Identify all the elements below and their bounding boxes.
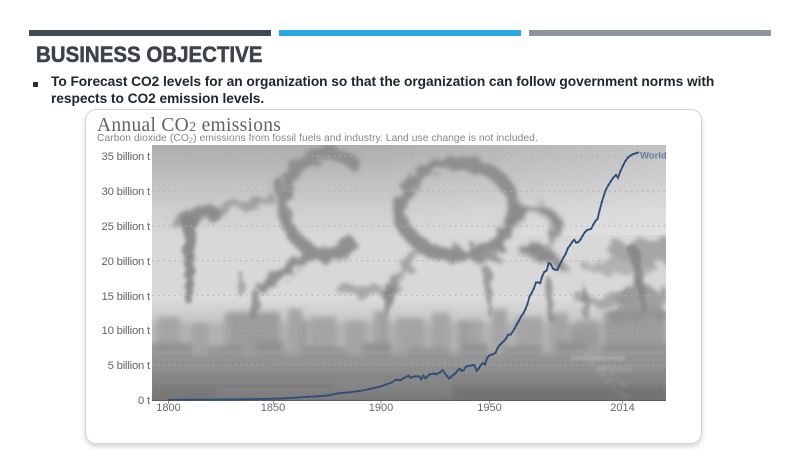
svg-text:World: World (640, 151, 666, 162)
